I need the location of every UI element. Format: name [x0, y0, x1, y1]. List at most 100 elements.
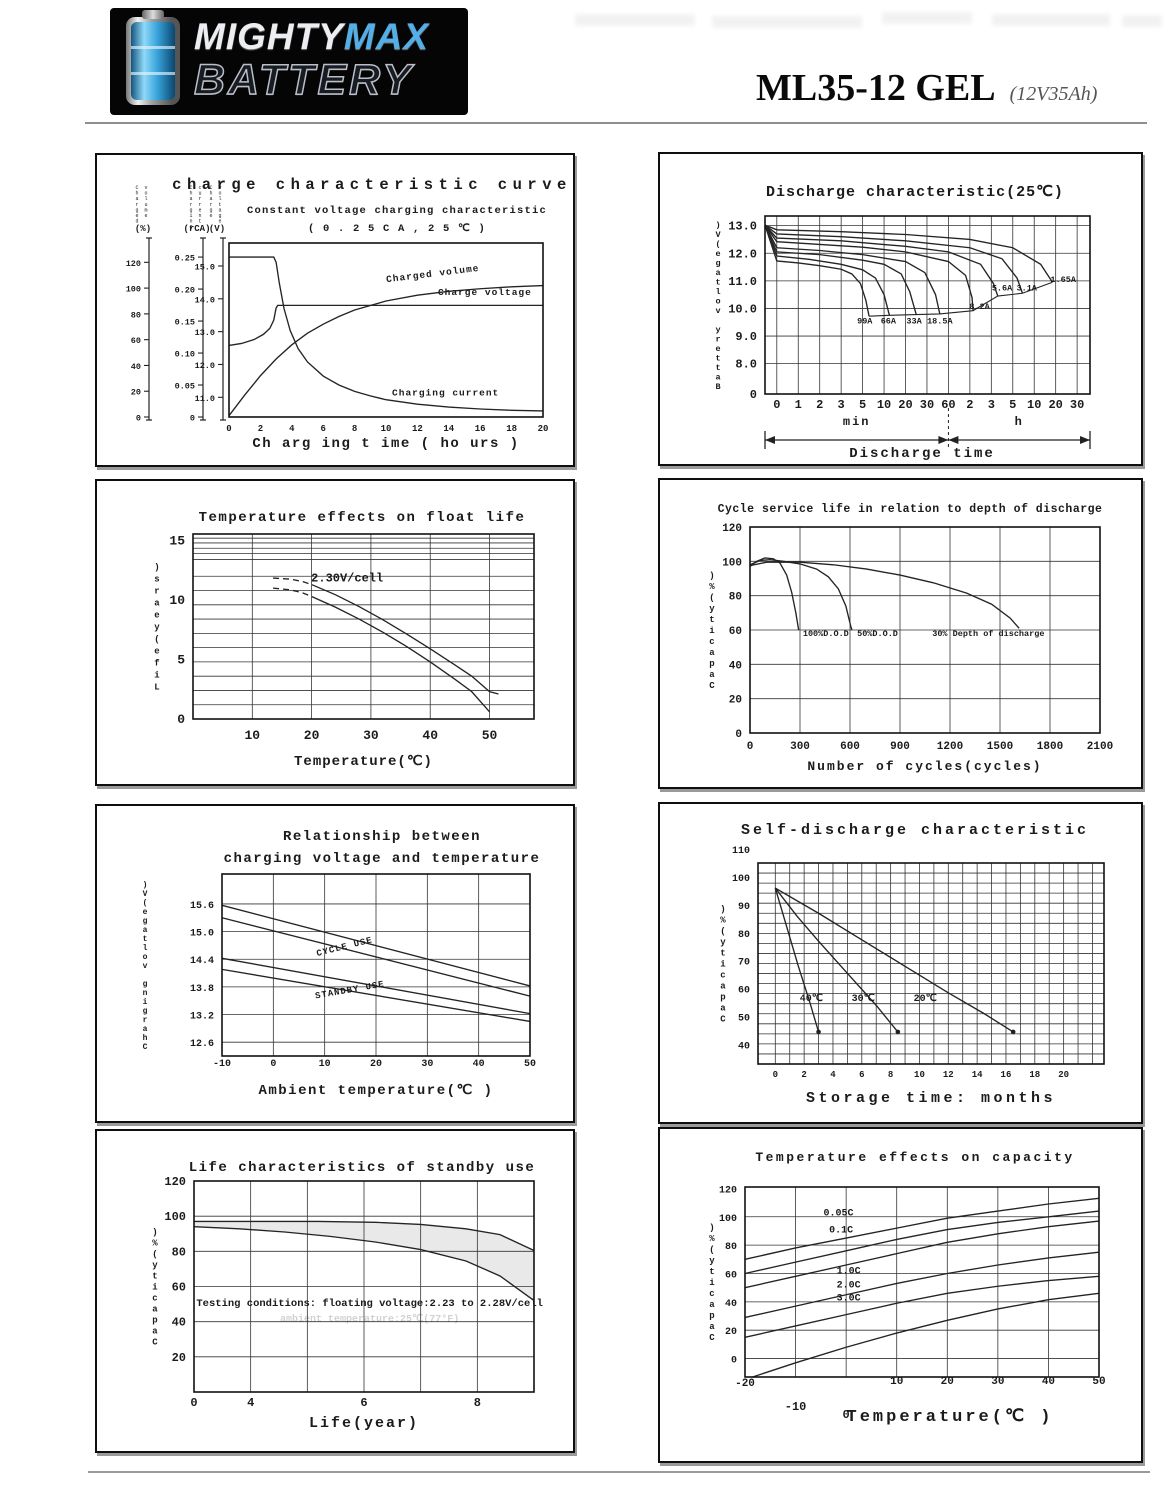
- svg-text:3.0C: 3.0C: [837, 1293, 861, 1304]
- svg-text:g: g: [143, 980, 148, 989]
- chart-panel-charge-characteristic-curve: 0 2 4 6 8 10 12 14 16 18 20 Charged volume Charge vo…: [95, 153, 575, 467]
- svg-text:80: 80: [729, 592, 742, 604]
- svg-text:V: V: [143, 890, 148, 899]
- svg-text:g: g: [143, 1007, 148, 1016]
- svg-text:Self-discharge characteristic: Self-discharge characteristic: [741, 822, 1089, 839]
- chart-panel-self-discharge-characteristic: 0 2 4 6 8 10 12 14 16 18 20 40 50 60 70 80 90 100 110 40℃ 30…: [658, 802, 1143, 1124]
- svg-text:Discharge characteristic(25℃): Discharge characteristic(25℃): [766, 184, 1064, 201]
- svg-text:C: C: [720, 1015, 726, 1025]
- svg-text:40: 40: [1042, 1376, 1055, 1388]
- svg-text:(: (: [709, 593, 714, 603]
- svg-text:t: t: [152, 1272, 157, 1282]
- svg-text:Charging current: Charging current: [392, 388, 499, 399]
- svg-text:C: C: [709, 1333, 715, 1343]
- svg-text:100%D.O.D: 100%D.O.D: [803, 629, 849, 639]
- svg-text:c: c: [709, 637, 714, 647]
- svg-text:h: h: [1015, 415, 1024, 429]
- svg-text:2: 2: [966, 398, 973, 412]
- svg-text:0: 0: [773, 1070, 778, 1080]
- svg-text:v: v: [144, 185, 147, 191]
- svg-text:g: g: [135, 207, 138, 213]
- svg-text:1500: 1500: [987, 741, 1013, 753]
- svg-text:12: 12: [943, 1070, 954, 1080]
- svg-text:Ch arg ing t ime ( ho urs ): Ch arg ing t ime ( ho urs ): [252, 436, 519, 452]
- svg-text:t: t: [198, 219, 201, 225]
- svg-text:r: r: [189, 202, 192, 208]
- svg-text:a: a: [152, 1327, 158, 1337]
- svg-text:10: 10: [319, 1059, 331, 1070]
- capacity-note: (12V35Ah): [1009, 83, 1098, 105]
- footer-divider: [88, 1471, 1150, 1473]
- svg-text:100: 100: [719, 1214, 737, 1225]
- battery-icon: [126, 10, 180, 105]
- svg-text:14.0: 14.0: [195, 295, 215, 305]
- svg-text:14: 14: [443, 424, 454, 434]
- svg-text:y: y: [709, 604, 715, 614]
- svg-text:8: 8: [474, 1396, 481, 1410]
- svg-text:y: y: [715, 325, 720, 335]
- brand-name-max: MAX: [343, 16, 430, 57]
- svg-text:l: l: [218, 196, 221, 202]
- svg-text:0: 0: [735, 729, 742, 741]
- svg-text:0.25: 0.25: [175, 254, 195, 264]
- svg-text:Storage time: months: Storage time: months: [806, 1090, 1056, 1107]
- svg-text:o: o: [715, 296, 720, 306]
- svg-text:15.6: 15.6: [190, 901, 214, 912]
- svg-text:10: 10: [169, 593, 185, 608]
- svg-text:r: r: [715, 334, 720, 344]
- svg-text:5: 5: [1009, 398, 1016, 412]
- svg-text:1: 1: [795, 398, 802, 412]
- svg-text:4: 4: [830, 1070, 836, 1080]
- svg-text:12.0: 12.0: [728, 247, 757, 261]
- svg-text:Discharge time: Discharge time: [849, 446, 995, 462]
- title-block: ML35-12 GEL (12V35Ah): [756, 66, 1097, 110]
- svg-text:5.6A: 5.6A: [992, 284, 1013, 294]
- svg-text:3: 3: [988, 398, 995, 412]
- chart-panel-cycle-service-life: 0 300 600 900 1200 1500 1800 2100 0 20 40 60 80 100 12…: [658, 478, 1143, 789]
- svg-text:C: C: [209, 185, 212, 191]
- svg-text:i: i: [709, 626, 715, 636]
- svg-text:C: C: [189, 185, 192, 191]
- svg-text:0.20: 0.20: [175, 286, 195, 296]
- svg-text:l: l: [715, 287, 720, 297]
- svg-text:t: t: [709, 1267, 714, 1277]
- svg-text:t: t: [715, 363, 720, 373]
- svg-text:charging voltage and temperatu: charging voltage and temperature: [224, 851, 541, 867]
- svg-text:i: i: [720, 960, 726, 970]
- svg-text:p: p: [709, 659, 714, 669]
- svg-text:a: a: [143, 926, 148, 935]
- svg-text:t: t: [720, 949, 725, 959]
- svg-text:8.0: 8.0: [735, 358, 757, 372]
- svg-text:5: 5: [859, 398, 866, 412]
- chart-panel-charging-voltage-vs-temperature: -10 0 10 20 30 40 50 12.6 13.2 13.8 14.4 15.0 15.6 CY…: [95, 804, 575, 1123]
- svg-text:Charged volume: Charged volume: [386, 263, 480, 285]
- svg-text:6: 6: [859, 1070, 864, 1080]
- svg-text:C: C: [152, 1338, 158, 1348]
- svg-text:%: %: [709, 1234, 715, 1244]
- svg-text:0.1C: 0.1C: [829, 1225, 853, 1236]
- svg-text:o: o: [144, 191, 147, 197]
- svg-text:11.0: 11.0: [195, 394, 215, 404]
- svg-text:10: 10: [1027, 398, 1041, 412]
- svg-text:40: 40: [729, 660, 742, 672]
- svg-text:10.0: 10.0: [728, 302, 757, 316]
- svg-text:a: a: [218, 207, 221, 213]
- svg-text:2.30V/cell: 2.30V/cell: [311, 572, 383, 586]
- svg-text:11.0: 11.0: [728, 275, 757, 289]
- svg-text:): ): [143, 881, 148, 890]
- svg-text:16: 16: [1001, 1070, 1012, 1080]
- svg-text:Ambient temperature(℃ ): Ambient temperature(℃ ): [258, 1083, 493, 1099]
- svg-text:(: (: [154, 635, 159, 645]
- svg-text:18: 18: [506, 424, 517, 434]
- svg-text:s: s: [154, 575, 159, 585]
- svg-text:d: d: [135, 219, 138, 225]
- svg-text:8: 8: [888, 1070, 893, 1080]
- svg-text:(%): (%): [135, 224, 151, 234]
- svg-text:c: c: [709, 1289, 714, 1299]
- svg-text:Constant voltage charging char: Constant voltage charging characteristic: [247, 205, 547, 217]
- model-title: ML35-12 GEL: [756, 67, 996, 109]
- svg-text:Number of cycles(cycles): Number of cycles(cycles): [807, 759, 1042, 774]
- svg-text:o: o: [218, 191, 221, 197]
- svg-text:1.0C: 1.0C: [837, 1266, 861, 1277]
